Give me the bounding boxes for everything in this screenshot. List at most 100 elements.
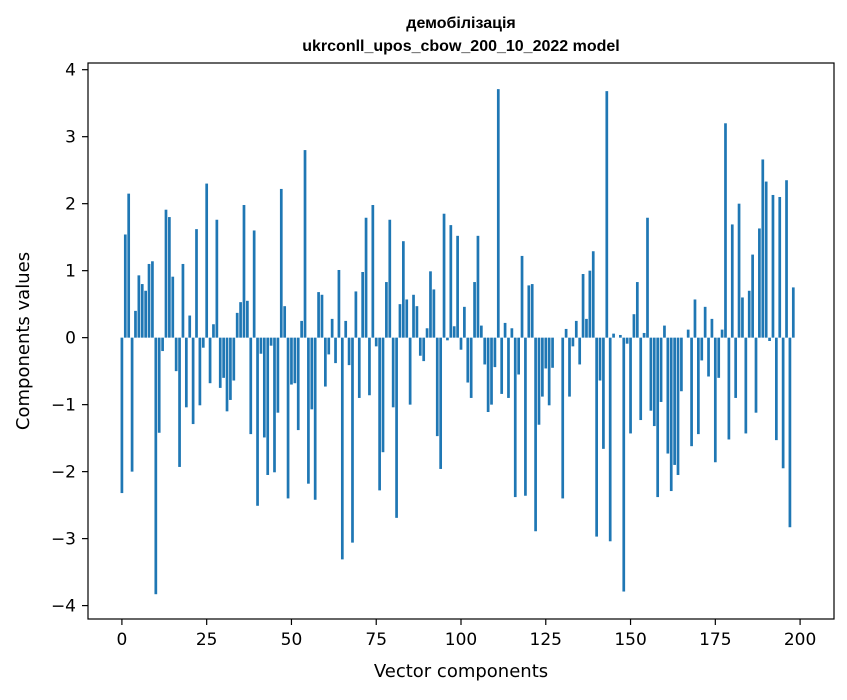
- bar: [524, 338, 527, 496]
- bar: [778, 197, 781, 338]
- x-tick-label: 125: [530, 630, 562, 650]
- bar: [341, 338, 344, 560]
- bar: [538, 338, 541, 425]
- bar: [612, 334, 615, 338]
- bar: [287, 338, 290, 499]
- bar: [514, 338, 517, 497]
- bar: [463, 307, 466, 338]
- bar: [290, 338, 293, 385]
- bar: [144, 291, 147, 338]
- bar: [429, 271, 432, 337]
- x-tick-label: 0: [116, 630, 127, 650]
- bar: [456, 236, 459, 338]
- bar: [392, 338, 395, 408]
- bar: [782, 338, 785, 469]
- bar: [494, 338, 497, 367]
- bar: [670, 338, 673, 491]
- x-axis-label: Vector components: [374, 661, 548, 682]
- bar: [293, 338, 296, 384]
- bar: [202, 338, 205, 348]
- bar: [673, 338, 676, 465]
- bar: [141, 284, 144, 338]
- bar: [660, 338, 663, 402]
- bar: [334, 338, 337, 363]
- bar: [629, 338, 632, 434]
- bar: [507, 338, 510, 398]
- y-tick-label: 1: [65, 262, 76, 282]
- bar: [409, 338, 412, 405]
- bar: [534, 338, 537, 532]
- bar: [751, 255, 754, 338]
- bar: [416, 306, 419, 337]
- bar: [789, 338, 792, 528]
- bar: [277, 338, 280, 413]
- x-tick-label: 175: [699, 630, 731, 650]
- bar: [714, 338, 717, 463]
- x-tick-label: 50: [281, 630, 303, 650]
- bar: [694, 299, 697, 337]
- bar: [365, 218, 368, 338]
- bar: [127, 194, 130, 338]
- bar: [331, 319, 334, 338]
- bar: [243, 205, 246, 338]
- bar: [382, 338, 385, 453]
- bar: [636, 282, 639, 338]
- bar: [748, 291, 751, 338]
- bar: [229, 338, 232, 400]
- bar: [677, 338, 680, 475]
- bar: [344, 321, 347, 338]
- x-tick-label: 100: [445, 630, 477, 650]
- bar: [592, 251, 595, 337]
- bar: [741, 297, 744, 337]
- bar: [517, 338, 520, 375]
- bar: [158, 338, 161, 433]
- bar: [182, 264, 185, 338]
- bar: [134, 311, 137, 338]
- y-tick-label: 2: [65, 195, 76, 215]
- bar: [175, 338, 178, 371]
- bar: [460, 338, 463, 350]
- bar: [249, 338, 252, 434]
- bar: [653, 338, 656, 426]
- bar: [700, 338, 703, 361]
- bar: [585, 319, 588, 338]
- y-tick-label: −1: [51, 396, 76, 416]
- bar: [704, 307, 707, 338]
- bar: [446, 338, 449, 341]
- bar: [765, 182, 768, 338]
- bar: [348, 338, 351, 365]
- bar: [256, 338, 259, 506]
- bar: [589, 271, 592, 338]
- bar: [626, 338, 629, 344]
- y-tick-label: −4: [51, 597, 76, 617]
- bar: [568, 338, 571, 397]
- bar: [433, 289, 436, 337]
- bar: [477, 236, 480, 338]
- bar: [148, 264, 151, 338]
- bar: [646, 218, 649, 338]
- bar: [633, 314, 636, 337]
- y-tick-label: 0: [65, 329, 76, 349]
- bar: [650, 338, 653, 411]
- bar: [327, 338, 330, 355]
- bar: [412, 295, 415, 338]
- bar: [436, 338, 439, 436]
- bar: [314, 338, 317, 500]
- bar: [232, 338, 235, 381]
- bar: [361, 272, 364, 338]
- bar: [405, 299, 408, 337]
- bar: [772, 195, 775, 338]
- bar: [738, 204, 741, 338]
- x-tick-label: 150: [614, 630, 646, 650]
- bar: [744, 338, 747, 434]
- bar: [666, 338, 669, 454]
- x-tick-label: 25: [196, 630, 218, 650]
- x-tick-label: 75: [365, 630, 387, 650]
- bar: [551, 338, 554, 368]
- bar: [304, 150, 307, 338]
- chart-title: демобілізація: [406, 15, 515, 32]
- bar: [280, 189, 283, 338]
- bar: [266, 338, 269, 475]
- bar: [734, 338, 737, 398]
- bar: [449, 225, 452, 338]
